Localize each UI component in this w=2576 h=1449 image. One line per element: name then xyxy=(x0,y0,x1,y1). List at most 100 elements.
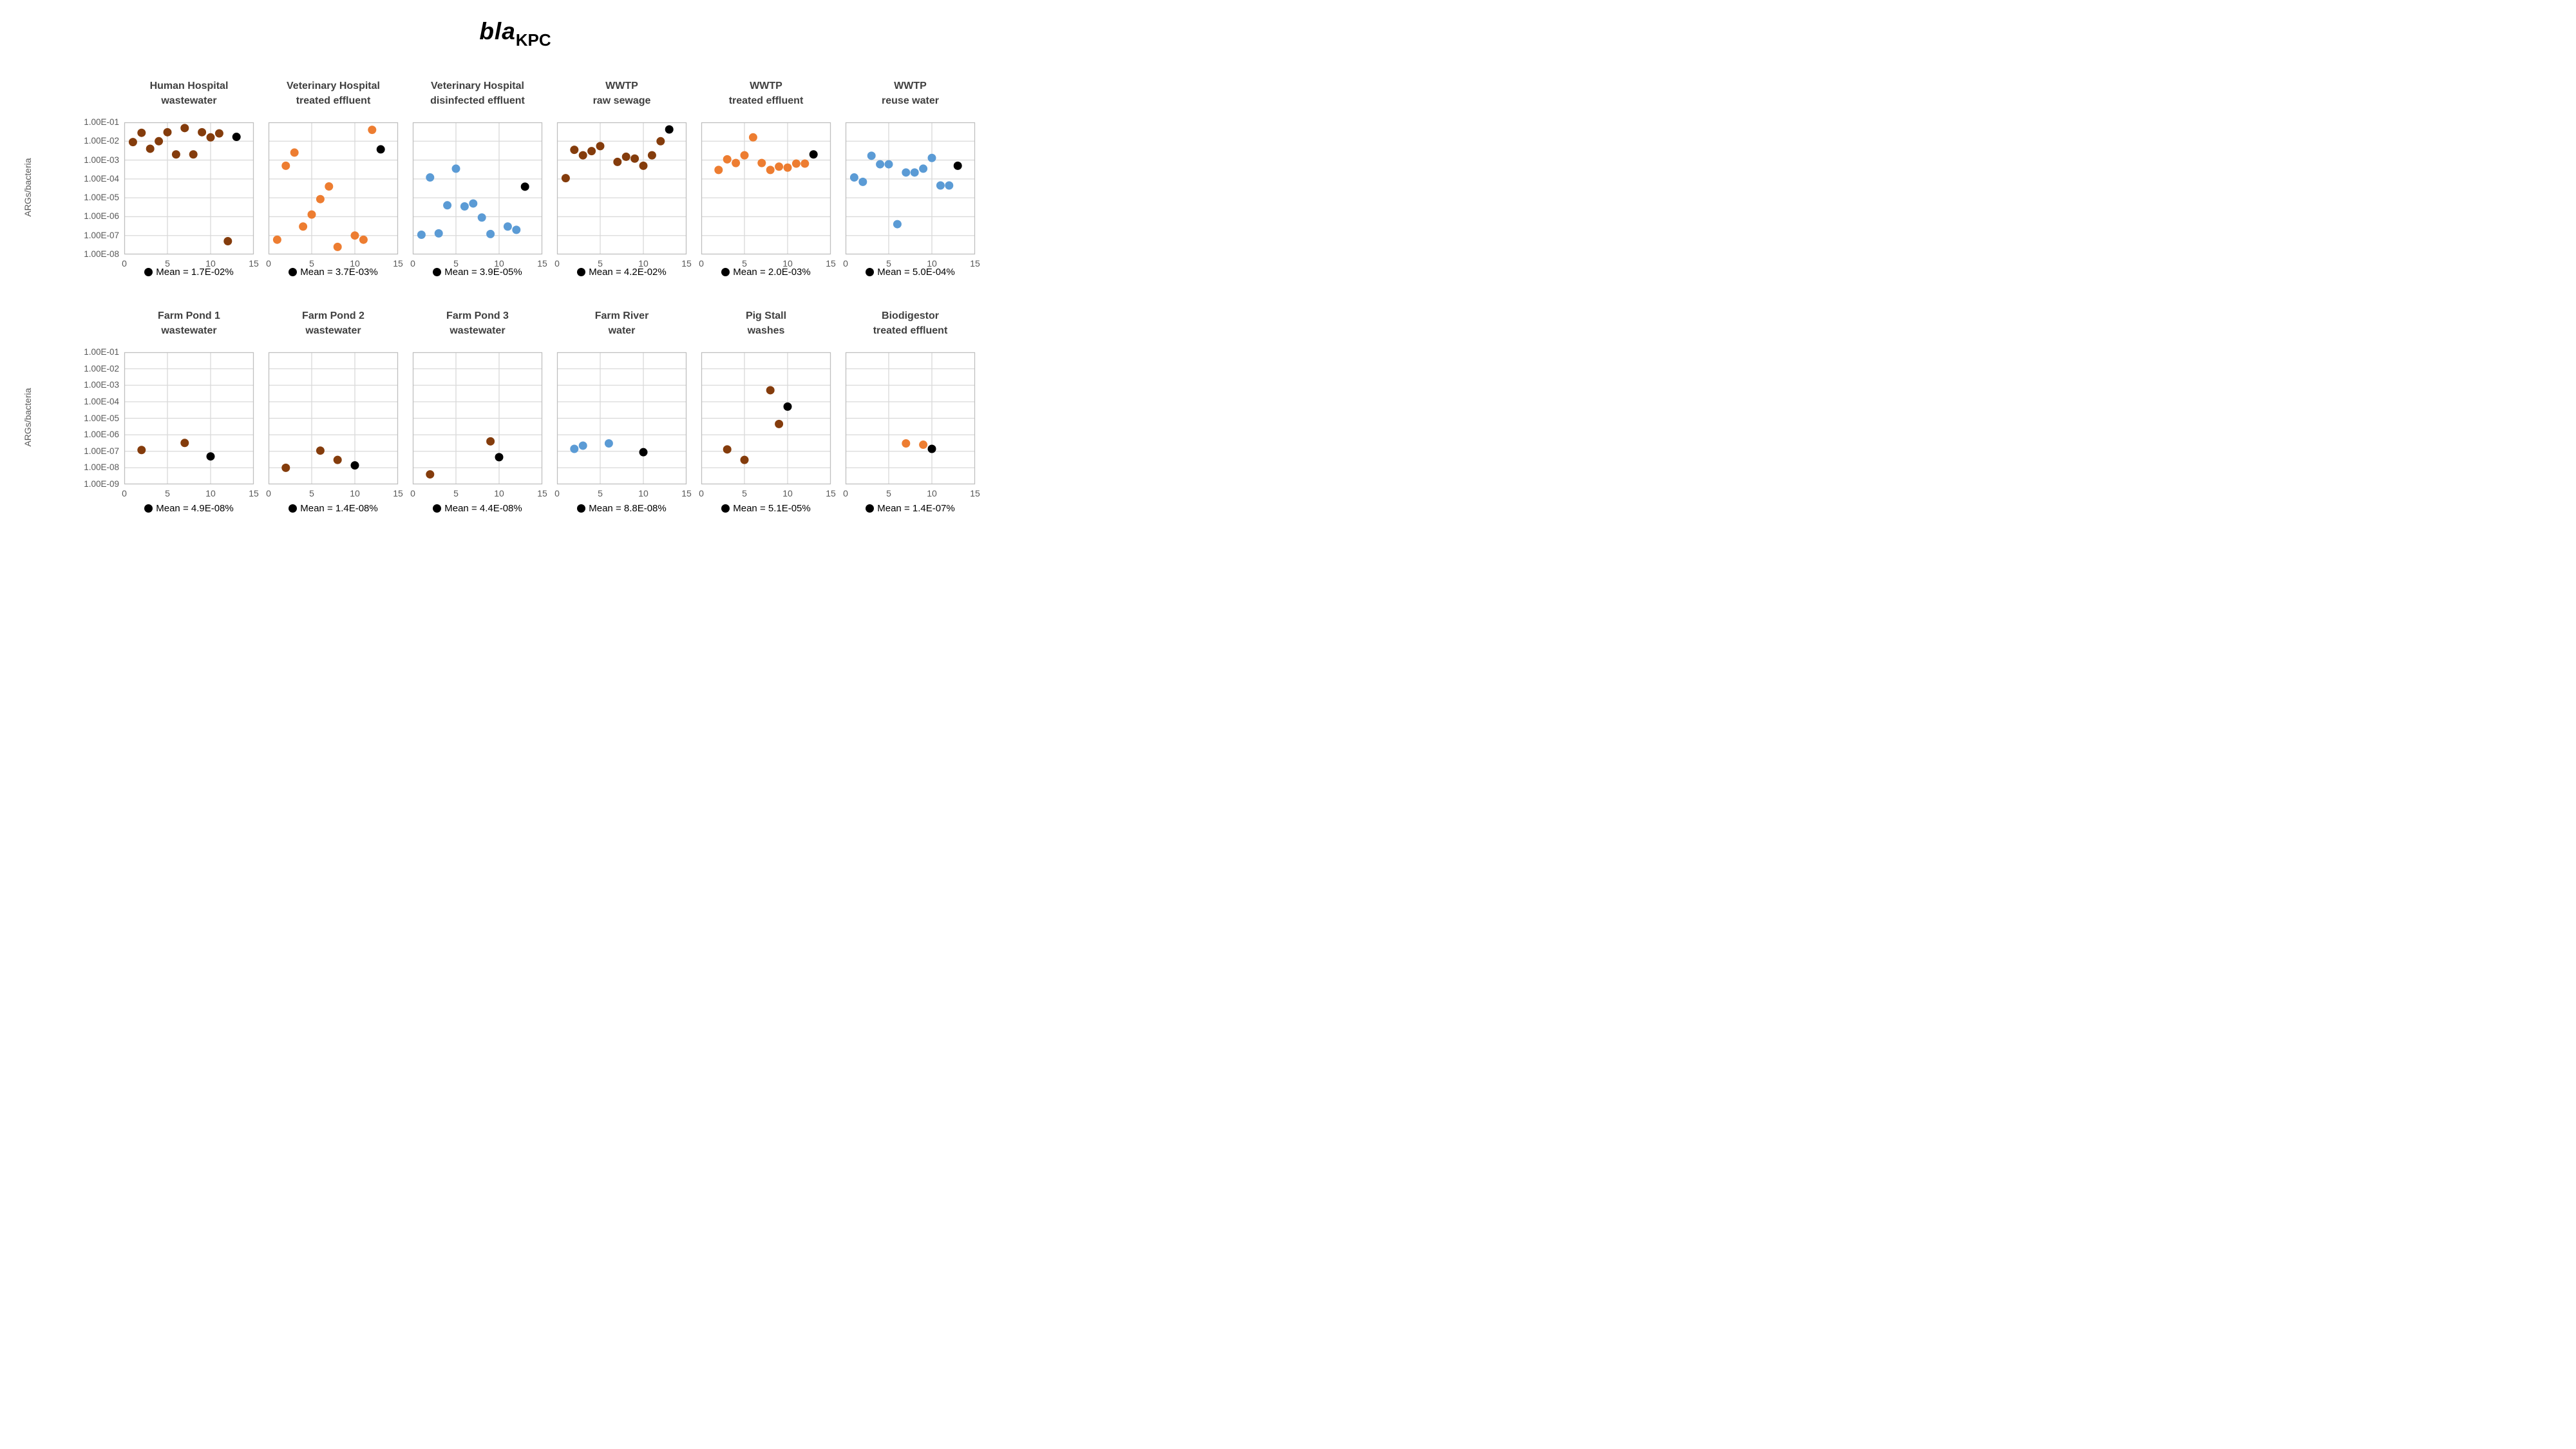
data-point xyxy=(876,160,885,169)
plot-border xyxy=(556,122,687,255)
data-point xyxy=(919,440,928,450)
plot-border xyxy=(701,122,831,255)
data-point xyxy=(460,202,469,211)
panel-title-line: wastewater xyxy=(161,95,217,106)
x-axis-tick-label: 0 xyxy=(699,488,704,498)
panel-title-line: disinfected effluent xyxy=(430,95,525,106)
data-point xyxy=(621,152,630,161)
panel-title-line: raw sewage xyxy=(592,95,651,106)
data-point xyxy=(512,225,521,234)
figure-title-subscript: KPC xyxy=(515,30,551,50)
panel-title-line: Biodigestor xyxy=(882,310,939,321)
data-point xyxy=(281,463,290,472)
data-point xyxy=(469,199,478,208)
panel-title-line: Farm Pond 3 xyxy=(446,310,509,321)
data-point xyxy=(740,151,749,160)
plot-border xyxy=(268,352,399,485)
plot-border xyxy=(701,352,831,485)
panel-title-line: WWTP xyxy=(750,80,782,91)
plot-border xyxy=(124,352,254,485)
mean-data-point xyxy=(953,161,962,170)
x-axis-tick-label: 0 xyxy=(266,488,271,498)
x-axis-tick-label: 5 xyxy=(165,488,170,498)
data-point xyxy=(570,444,579,453)
panel-title-line: Human Hospital xyxy=(149,80,229,91)
y-axis-tick-label: 1.00E-08 xyxy=(84,462,119,473)
data-point xyxy=(723,445,732,454)
x-axis-tick-label: 5 xyxy=(742,488,747,498)
y-axis-tick-label: 1.00E-04 xyxy=(84,173,119,184)
data-point xyxy=(316,194,325,204)
mean-annotation-wwtp-treated-effluent: Mean = 2.0E-03% xyxy=(701,267,831,278)
data-point xyxy=(723,155,732,164)
mean-legend-dot-icon xyxy=(577,504,586,513)
data-point xyxy=(902,439,911,448)
panel-title-veterinary-hospital-treated-effluent: Veterinary Hospital treated effluent xyxy=(249,79,417,108)
x-axis-tick-label: 10 xyxy=(350,488,360,498)
mean-annotation-wwtp-reuse-water: Mean = 5.0E-04% xyxy=(846,267,975,278)
mean-annotation-farm-river-water: Mean = 8.8E-08% xyxy=(557,503,687,514)
panel-title-line: reuse water xyxy=(882,95,939,106)
data-point xyxy=(477,213,486,222)
data-point xyxy=(272,235,281,244)
data-point xyxy=(137,128,146,137)
mean-label: Mean = 4.9E-08% xyxy=(156,503,234,514)
x-axis-tick-label: 15 xyxy=(537,258,547,269)
data-point xyxy=(647,151,656,160)
mean-data-point xyxy=(639,448,648,457)
y-axis-tick-label: 1.00E-06 xyxy=(84,211,119,222)
x-axis-tick-label: 15 xyxy=(970,488,980,498)
x-axis-tick-label: 10 xyxy=(638,488,649,498)
data-point xyxy=(503,222,512,231)
x-axis-tick-label: 10 xyxy=(494,258,504,269)
data-point xyxy=(902,168,911,177)
data-point xyxy=(596,142,605,151)
y-axis-tick-label: 1.00E-01 xyxy=(84,117,119,127)
data-point xyxy=(927,153,936,162)
data-point xyxy=(451,164,460,173)
panel-title-farm-pond-1-wastewater: Farm Pond 1 wastewater xyxy=(105,308,273,338)
mean-label: Mean = 1.4E-07% xyxy=(877,503,955,514)
data-point xyxy=(214,129,223,138)
panel-title-line: treated effluent xyxy=(873,325,948,336)
scatter-plot-wwtp-raw-sewage xyxy=(556,122,687,255)
plot-border xyxy=(268,122,399,255)
panel-title-line: wastewater xyxy=(450,325,506,336)
mean-legend-dot-icon xyxy=(866,504,875,513)
mean-annotation-wwtp-raw-sewage: Mean = 4.2E-02% xyxy=(557,267,687,278)
data-point xyxy=(281,161,290,170)
x-axis-tick-label: 10 xyxy=(494,488,504,498)
x-axis-tick-label: 5 xyxy=(742,258,747,269)
panel-title-line: Pig Stall xyxy=(745,310,787,321)
y-axis-tick-label: 1.00E-02 xyxy=(84,136,119,146)
mean-annotation-veterinary-hospital-treated-effluent: Mean = 3.7E-03% xyxy=(269,267,398,278)
data-point xyxy=(316,446,325,455)
y-axis-tick-label: 1.00E-04 xyxy=(84,396,119,406)
scatter-plot-farm-pond-3-wastewater xyxy=(412,352,543,485)
y-axis-tick-label: 1.00E-03 xyxy=(84,155,119,165)
mean-data-point xyxy=(350,461,359,470)
mean-label: Mean = 3.7E-03% xyxy=(300,267,378,278)
mean-label: Mean = 4.2E-02% xyxy=(589,267,667,278)
x-axis-tick-label: 5 xyxy=(886,488,891,498)
data-point xyxy=(910,168,919,177)
y-axis-tick-label: 1.00E-05 xyxy=(84,413,119,423)
data-point xyxy=(180,439,189,448)
x-axis-tick-label: 5 xyxy=(453,258,459,269)
x-axis-tick-label: 0 xyxy=(554,258,560,269)
mean-label: Mean = 8.8E-08% xyxy=(589,503,667,514)
x-axis-tick-label: 10 xyxy=(927,488,937,498)
data-point xyxy=(128,138,137,147)
x-axis-tick-label: 15 xyxy=(826,258,836,269)
data-point xyxy=(775,162,784,171)
mean-data-point xyxy=(665,125,674,134)
panel-title-line: wastewater xyxy=(305,325,361,336)
plot-border xyxy=(412,352,543,485)
y-axis-tick-label: 1.00E-05 xyxy=(84,193,119,203)
plot-border xyxy=(412,122,543,255)
y-axis-tick-label: 1.00E-09 xyxy=(84,479,119,489)
data-point xyxy=(189,150,198,159)
data-point xyxy=(630,154,639,163)
x-axis-tick-label: 5 xyxy=(309,258,314,269)
data-point xyxy=(137,446,146,455)
